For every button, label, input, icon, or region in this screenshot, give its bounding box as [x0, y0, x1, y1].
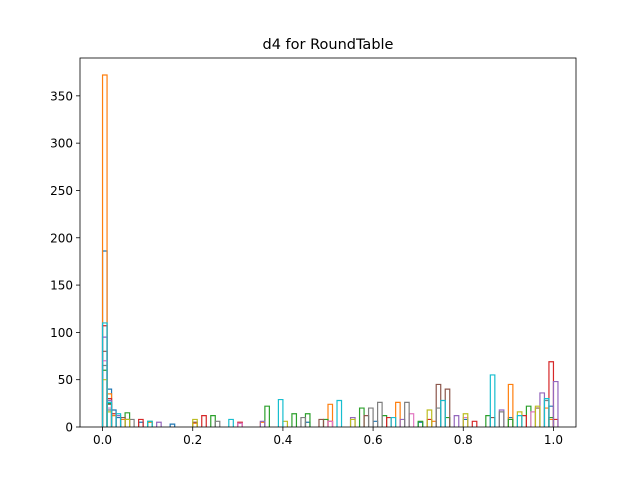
series-1-bin-8 [395, 401, 401, 427]
axes-layer: 0.0 0.2 0.4 0.6 0.8 1.0 0 50 100 150 200 250 300 350 [50, 89, 563, 447]
series-9 [101, 322, 550, 427]
x-tick-label-1: 0.2 [183, 433, 202, 447]
plot-frame [79, 57, 577, 428]
series-5-bin-4 [318, 418, 325, 427]
series-1-bin-0 [101, 74, 108, 427]
series-7-bin-5 [367, 407, 374, 427]
series-2-bin-5 [264, 405, 270, 427]
series-7-bin-4 [300, 416, 307, 427]
series-8-bin-9 [534, 405, 541, 427]
series-8-bin-2 [124, 418, 131, 427]
series-4-bin-7 [453, 415, 460, 427]
series-7-bin-3 [214, 420, 221, 427]
series-9-bin-11 [543, 398, 550, 427]
series-9-bin-2 [115, 413, 122, 427]
series-4-bin-4 [259, 420, 266, 427]
series-1-bin-10 [507, 383, 514, 427]
series-4-bin-10 [552, 380, 559, 427]
x-tick-label-3: 0.6 [364, 433, 383, 447]
series-1-bin-7 [327, 403, 334, 427]
series-9-bin-8 [440, 399, 446, 427]
x-tick-label-4: 0.8 [454, 433, 473, 447]
series-2-bin-11 [417, 420, 424, 427]
series-9-bin-10 [516, 415, 523, 427]
y-tick-label-4: 200 [50, 231, 73, 245]
series-3-bin-9 [471, 420, 478, 427]
x-tick-label-0: 0.0 [93, 433, 112, 447]
series-8-bin-7 [462, 413, 469, 427]
series-9-bin-9 [489, 374, 496, 427]
series-3-bin-4 [201, 415, 207, 427]
y-tick-label-3: 150 [50, 279, 73, 293]
y-tick-label-6: 300 [50, 137, 73, 151]
y-tick-label-0: 0 [65, 421, 73, 435]
series-6-bin-3 [237, 422, 243, 427]
series-7-bin-6 [377, 401, 383, 427]
series-9-bin-3 [147, 420, 153, 427]
x-tick-label-5: 1.0 [544, 433, 563, 447]
series-8-bin-6 [426, 409, 433, 427]
series-6-bin-4 [327, 420, 334, 427]
series-9-bin-4 [228, 418, 234, 427]
series-9-bin-1 [106, 401, 113, 427]
series-9-bin-5 [277, 398, 284, 427]
series-layer [101, 74, 559, 427]
series-2-bin-14 [507, 418, 514, 427]
x-tick-label-2: 0.4 [273, 433, 292, 447]
y-tick-label-2: 100 [50, 326, 73, 340]
y-tick-label-7: 350 [50, 89, 73, 103]
series-8-bin-3 [192, 418, 198, 427]
series-7-bin-7 [404, 401, 410, 427]
chart-title: d4 for RoundTable [263, 37, 394, 53]
series-8-bin-5 [349, 418, 356, 427]
series-3-bin-3 [138, 418, 144, 427]
series-9-bin-7 [390, 416, 397, 427]
series-0-bin-6 [169, 423, 176, 427]
y-tick-label-5: 250 [50, 184, 73, 198]
series-9-bin-0 [101, 322, 108, 427]
series-7-bin-9 [498, 411, 505, 427]
series-2-bin-6 [291, 413, 298, 427]
series-4-bin-3 [156, 421, 162, 427]
series-9-bin-6 [336, 399, 343, 427]
y-tick-label-1: 50 [58, 373, 73, 387]
